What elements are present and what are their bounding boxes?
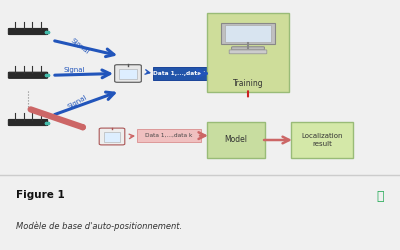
FancyBboxPatch shape (229, 50, 267, 54)
Text: Data 1,...,data k: Data 1,...,data k (145, 133, 193, 138)
Text: Data 1,...,data k: Data 1,...,data k (153, 71, 207, 76)
FancyBboxPatch shape (223, 24, 273, 43)
FancyBboxPatch shape (225, 26, 271, 42)
Text: Signal: Signal (70, 38, 91, 55)
Text: Figure 1: Figure 1 (16, 190, 65, 200)
FancyBboxPatch shape (291, 122, 353, 158)
FancyBboxPatch shape (99, 128, 125, 145)
FancyBboxPatch shape (137, 129, 201, 142)
FancyBboxPatch shape (221, 22, 275, 44)
FancyBboxPatch shape (119, 69, 137, 79)
FancyBboxPatch shape (8, 72, 48, 78)
Text: Training: Training (233, 80, 263, 88)
FancyBboxPatch shape (207, 14, 289, 92)
FancyBboxPatch shape (8, 120, 48, 126)
FancyBboxPatch shape (207, 122, 265, 158)
FancyBboxPatch shape (104, 132, 120, 142)
FancyBboxPatch shape (115, 65, 141, 82)
FancyBboxPatch shape (153, 67, 207, 80)
FancyBboxPatch shape (8, 28, 48, 34)
Text: ⧉: ⧉ (376, 190, 384, 203)
Text: Signal: Signal (64, 66, 86, 72)
Text: Signal: Signal (66, 94, 88, 110)
Text: Modèle de base d'auto-positionnement.: Modèle de base d'auto-positionnement. (16, 222, 182, 231)
FancyBboxPatch shape (232, 47, 264, 50)
Text: Model: Model (224, 136, 248, 144)
Text: Localization
result: Localization result (301, 134, 343, 146)
